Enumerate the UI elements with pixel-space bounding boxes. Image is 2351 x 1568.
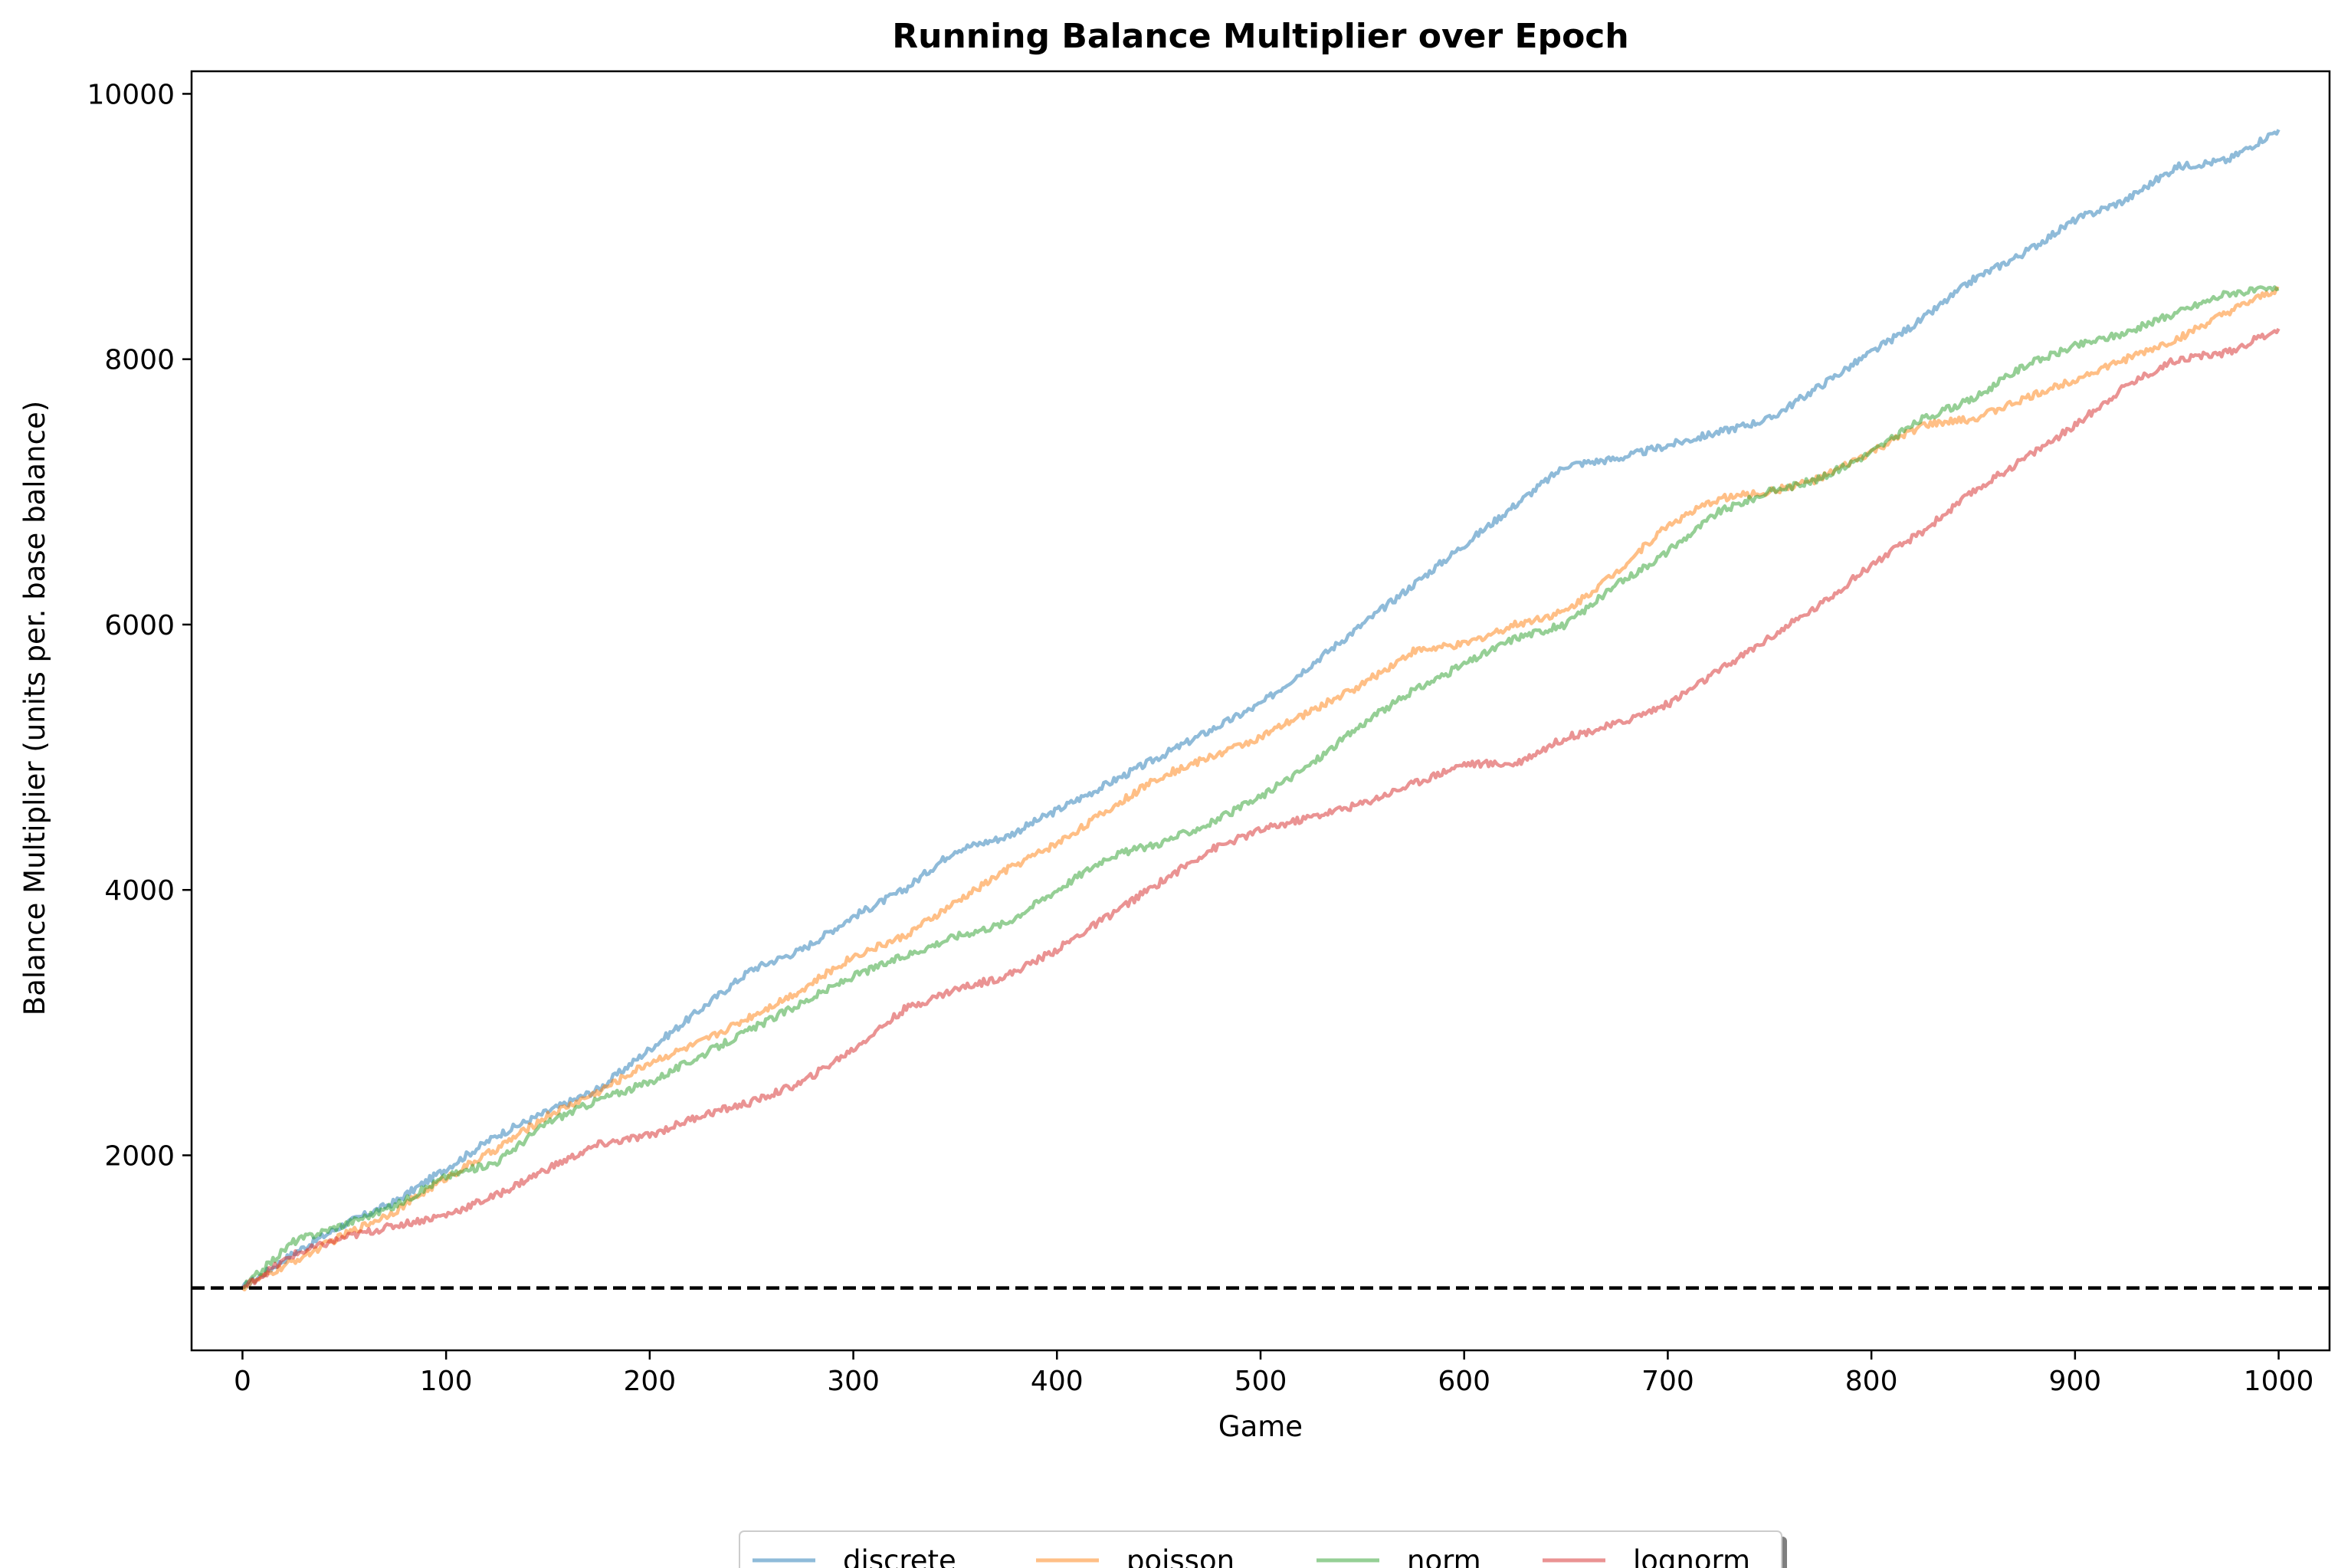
y-tick-label-2000: 2000 xyxy=(104,1140,175,1172)
series-line-discrete xyxy=(241,129,2281,1289)
legend-box xyxy=(739,1530,1782,1568)
x-axis-label: Game xyxy=(1218,1410,1303,1443)
x-tick-label-300: 300 xyxy=(827,1366,880,1397)
series-line-norm xyxy=(241,285,2280,1290)
series-line-lognorm xyxy=(241,327,2281,1290)
x-tick-label-600: 600 xyxy=(1438,1366,1490,1397)
x-tick-label-900: 900 xyxy=(2048,1366,2101,1397)
axes: 0 100 200 300 400 500 600 700 800 900 1000 2000 4000… xyxy=(87,70,2331,1397)
legend-label-lognorm: lognorm xyxy=(1633,1544,1750,1568)
x-tick-label-1000: 1000 xyxy=(2244,1366,2314,1397)
x-tick-label-700: 700 xyxy=(1641,1366,1694,1397)
x-tick-label-800: 800 xyxy=(1845,1366,1898,1397)
x-tick-label-200: 200 xyxy=(623,1366,676,1397)
legend-label-norm: norm xyxy=(1407,1544,1481,1568)
chart-title: Running Balance Multiplier over Epoch xyxy=(892,17,1628,56)
plot-area xyxy=(192,129,2330,1292)
y-tick-label-4000: 4000 xyxy=(104,875,175,907)
x-tick-label-400: 400 xyxy=(1031,1366,1084,1397)
y-tick-label-8000: 8000 xyxy=(104,345,175,376)
series-line-poisson xyxy=(241,286,2280,1292)
legend-label-discrete: discrete xyxy=(843,1544,956,1568)
legend-label-poisson: poisson xyxy=(1126,1544,1235,1568)
y-tick-label-10000: 10000 xyxy=(87,79,175,110)
y-axis-label: Balance Multiplier (units per. base bala… xyxy=(18,401,51,1015)
x-tick-label-0: 0 xyxy=(234,1366,251,1397)
y-tick-label-6000: 6000 xyxy=(104,610,175,641)
legend: discrete poisson norm lognorm xyxy=(739,1530,1787,1568)
x-tick-label-500: 500 xyxy=(1235,1366,1287,1397)
x-tick-label-100: 100 xyxy=(420,1366,473,1397)
